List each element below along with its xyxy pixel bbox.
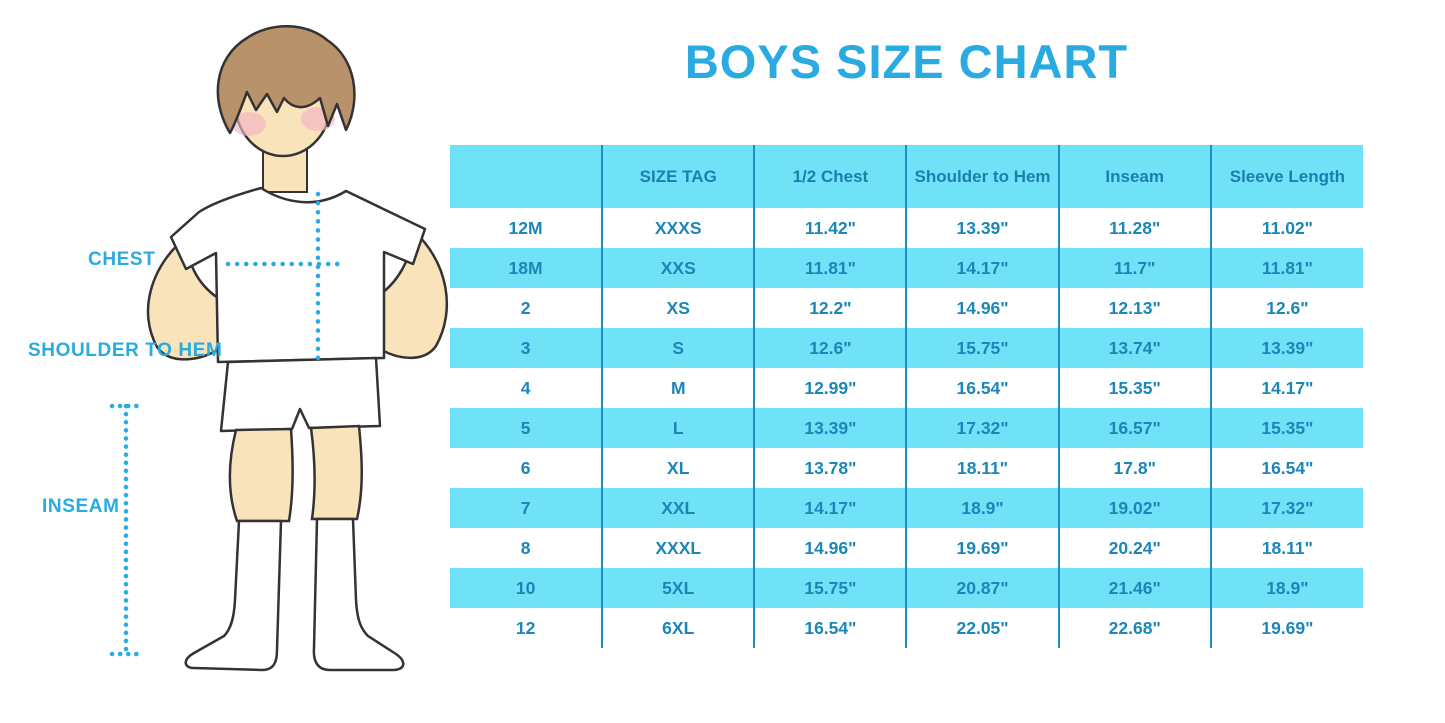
boy-figure-illustration: [109, 25, 449, 672]
table-cell: 12.13": [1057, 288, 1211, 328]
table-cell: 11.7": [1057, 248, 1211, 288]
shorts: [219, 356, 382, 433]
table-cell: 19.02": [1057, 488, 1211, 528]
table-cell: 12.6": [1209, 288, 1363, 328]
table-cell: 11.81": [753, 248, 907, 288]
table-cell: 12: [450, 608, 603, 648]
table-cell: 13.39": [905, 208, 1059, 248]
hair: [216, 25, 356, 135]
table-cell: 3: [450, 328, 603, 368]
table-cell: XXS: [601, 248, 755, 288]
table-cell: 17.32": [1209, 488, 1363, 528]
table-cell: 14.96": [905, 288, 1059, 328]
table-cell: 13.78": [753, 448, 907, 488]
shoulder-to-hem-label: SHOULDER TO HEM: [28, 340, 223, 361]
column-header: Shoulder to Hem: [905, 145, 1059, 208]
table-cell: 19.69": [1209, 608, 1363, 648]
table-cell: 11.42": [753, 208, 907, 248]
table-header: SIZE TAG 1/2 Chest Shoulder to Hem Inseam Sl…: [450, 145, 1363, 208]
table-cell: 20.24": [1057, 528, 1211, 568]
page-title: BOYS SIZE CHART: [684, 35, 1129, 88]
table-cell: 14.17": [1209, 368, 1363, 408]
chest-label: CHEST: [88, 249, 156, 270]
table-body: 12M XXXS 11.42" 13.39" 11.28" 11.02" 18M XXS 11.…: [450, 208, 1363, 648]
table-cell: XS: [601, 288, 755, 328]
table-cell: 18M: [450, 248, 603, 288]
table-cell: 8: [450, 528, 603, 568]
table-cell: 13.39": [753, 408, 907, 448]
size-table: SIZE TAG 1/2 Chest Shoulder to Hem Inseam Sl…: [450, 145, 1363, 648]
table-cell: 16.54": [753, 608, 907, 648]
table-cell: 5: [450, 408, 603, 448]
table-row: 8 XXXL 14.96" 19.69" 20.24" 18.11": [450, 528, 1363, 568]
table-cell: 12.6": [753, 328, 907, 368]
table-cell: XXXS: [601, 208, 755, 248]
legs: [228, 424, 363, 523]
table-cell: 21.46": [1057, 568, 1211, 608]
inseam-label: INSEAM: [42, 496, 120, 517]
table-row: 3 S 12.6" 15.75" 13.74" 13.39": [450, 328, 1363, 368]
table-cell: 18.11": [1209, 528, 1363, 568]
table-row: 18M XXS 11.81" 14.17" 11.7" 11.81": [450, 248, 1363, 288]
table-cell: 22.68": [1057, 608, 1211, 648]
table-cell: 14.96": [753, 528, 907, 568]
table-cell: 12.99": [753, 368, 907, 408]
table-row: 12 6XL 16.54" 22.05" 22.68" 19.69": [450, 608, 1363, 648]
table-row: 10 5XL 15.75" 20.87" 21.46" 18.9": [450, 568, 1363, 608]
table-cell: 13.39": [1209, 328, 1363, 368]
table-cell: 12.2": [753, 288, 907, 328]
table-cell: 22.05": [905, 608, 1059, 648]
table-row: 7 XXL 14.17" 18.9" 19.02" 17.32": [450, 488, 1363, 528]
table-cell: 16.57": [1057, 408, 1211, 448]
table-cell: 15.75": [905, 328, 1059, 368]
table-cell: 7: [450, 488, 603, 528]
table-cell: XXL: [601, 488, 755, 528]
column-header: Sleeve Length: [1209, 145, 1363, 208]
column-header: Inseam: [1057, 145, 1211, 208]
table-cell: 20.87": [905, 568, 1059, 608]
table-cell: 13.74": [1057, 328, 1211, 368]
arms: [146, 229, 449, 361]
table-cell: 18.9": [1209, 568, 1363, 608]
column-header: SIZE TAG: [601, 145, 755, 208]
socks: [184, 517, 405, 672]
table-cell: 5XL: [601, 568, 755, 608]
table-cell: L: [601, 408, 755, 448]
table-cell: 17.8": [1057, 448, 1211, 488]
table-cell: 16.54": [1209, 448, 1363, 488]
table-cell: 6: [450, 448, 603, 488]
t-shirt: [169, 186, 427, 364]
column-header: [450, 145, 603, 208]
table-cell: 18.11": [905, 448, 1059, 488]
table-row: 12M XXXS 11.42" 13.39" 11.28" 11.02": [450, 208, 1363, 248]
table-cell: 14.17": [753, 488, 907, 528]
table-cell: 17.32": [905, 408, 1059, 448]
table-cell: 15.35": [1209, 408, 1363, 448]
table-cell: 15.35": [1057, 368, 1211, 408]
table-cell: M: [601, 368, 755, 408]
table-cell: 11.81": [1209, 248, 1363, 288]
table-cell: 18.9": [905, 488, 1059, 528]
column-header: 1/2 Chest: [753, 145, 907, 208]
table-cell: 16.54": [905, 368, 1059, 408]
table-row: 6 XL 13.78" 18.11" 17.8" 16.54": [450, 448, 1363, 488]
blush-left: [232, 112, 266, 136]
table-row: 5 L 13.39" 17.32" 16.57" 15.35": [450, 408, 1363, 448]
table-cell: S: [601, 328, 755, 368]
table-cell: XXXL: [601, 528, 755, 568]
table-cell: 15.75": [753, 568, 907, 608]
table-row: 4 M 12.99" 16.54" 15.35" 14.17": [450, 368, 1363, 408]
table-cell: 10: [450, 568, 603, 608]
table-cell: 6XL: [601, 608, 755, 648]
table-cell: 2: [450, 288, 603, 328]
table-row: 2 XS 12.2" 14.96" 12.13" 12.6": [450, 288, 1363, 328]
table-cell: 11.28": [1057, 208, 1211, 248]
table-cell: 12M: [450, 208, 603, 248]
table-cell: 4: [450, 368, 603, 408]
table-cell: 11.02": [1209, 208, 1363, 248]
table-cell: XL: [601, 448, 755, 488]
table-cell: 19.69": [905, 528, 1059, 568]
table-cell: 14.17": [905, 248, 1059, 288]
